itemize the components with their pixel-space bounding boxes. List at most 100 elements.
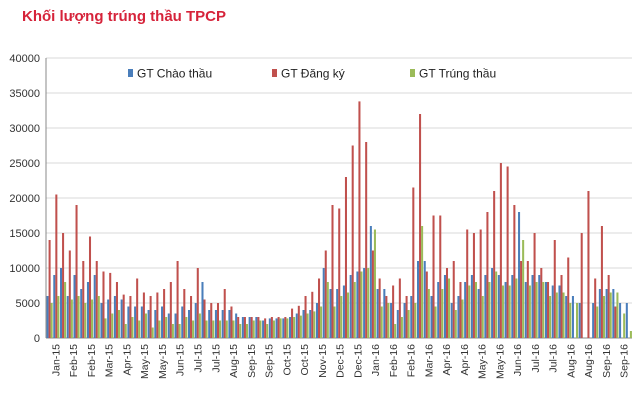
- legend: GT Chào thầu GT Đăng ký GT Trúng thầu: [128, 67, 496, 81]
- bar-gt-đăng-ký: [304, 296, 307, 338]
- bar-gt-chào-thầu: [625, 303, 628, 338]
- bar-gt-đăng-ký: [365, 142, 368, 338]
- x-tick-label: Aug-16: [583, 344, 595, 378]
- bar-gt-trúng-thầu: [461, 299, 464, 338]
- bar-gt-chào-thầu: [423, 261, 426, 338]
- bar-gt-chào-thầu: [268, 318, 271, 338]
- bar-gt-chào-thầu: [46, 296, 49, 338]
- x-tick-label: Feb-15: [86, 344, 98, 377]
- x-tick-label: Feb-16: [406, 344, 418, 377]
- bar-gt-đăng-ký: [210, 303, 213, 338]
- bar-gt-chào-thầu: [551, 285, 554, 338]
- bar-gt-trúng-thầu: [117, 310, 121, 338]
- bar-gt-đăng-ký: [594, 278, 597, 338]
- bar-gt-đăng-ký: [486, 212, 489, 338]
- bar-gt-trúng-thầu: [77, 296, 80, 338]
- bar-gt-đăng-ký: [371, 250, 374, 338]
- bar-gt-trúng-thầu: [454, 310, 457, 338]
- bar-gt-chào-thầu: [464, 282, 467, 338]
- bar-gt-đăng-ký: [398, 278, 401, 338]
- bar-gt-trúng-thầu: [320, 306, 323, 338]
- bar-gt-trúng-thầu: [252, 320, 255, 338]
- bar-gt-chào-thầu: [315, 303, 318, 338]
- bar-gt-chào-thầu: [80, 289, 83, 338]
- bar-gt-đăng-ký: [358, 101, 361, 339]
- bar-gt-chào-thầu: [578, 303, 581, 338]
- bar-gt-chào-thầu: [565, 296, 568, 338]
- bar-gt-chào-thầu: [363, 268, 366, 338]
- bar-gt-trúng-thầu: [414, 303, 417, 338]
- bar-gt-chào-thầu: [417, 261, 420, 338]
- bar-gt-trúng-thầu: [279, 318, 282, 338]
- bar-gt-trúng-thầu: [569, 303, 572, 338]
- bar-gt-trúng-thầu: [407, 310, 410, 338]
- bar-gt-trúng-thầu: [185, 317, 188, 338]
- bar-gt-trúng-thầu: [616, 292, 619, 338]
- x-tick-label: Aug-15: [228, 344, 240, 378]
- x-tick-label: Jul-15: [193, 344, 205, 373]
- bar-gt-trúng-thầu: [158, 320, 161, 338]
- legend-swatch: [272, 69, 277, 77]
- bar-gt-trúng-thầu: [434, 306, 437, 338]
- bar-gt-chào-thầu: [571, 296, 574, 338]
- x-tick-label: Apr-15: [121, 344, 133, 376]
- bar-gt-trúng-thầu: [602, 296, 605, 338]
- bar-gt-trúng-thầu: [441, 289, 444, 338]
- bar-gt-trúng-thầu: [144, 313, 147, 338]
- bar-gt-chào-thầu: [450, 303, 453, 338]
- bar-gt-trúng-thầu: [380, 306, 383, 338]
- bar-gt-trúng-thầu: [272, 320, 275, 338]
- bar-gt-đăng-ký: [82, 261, 85, 338]
- y-tick-label: 20000: [9, 193, 40, 205]
- x-tick-label: Jul-16: [530, 344, 542, 373]
- bar-gt-đăng-ký: [553, 240, 556, 338]
- bar-gt-đăng-ký: [580, 233, 583, 338]
- bar-gt-trúng-thầu: [360, 271, 363, 338]
- bar-gt-trúng-thầu: [70, 299, 73, 338]
- bar-gt-đăng-ký: [95, 261, 98, 338]
- bar-gt-đăng-ký: [136, 278, 139, 338]
- bar-gt-đăng-ký: [567, 257, 570, 338]
- bar-gt-trúng-thầu: [293, 317, 296, 338]
- bar-gt-trúng-thầu: [367, 268, 370, 338]
- legend-label: GT Chào thầu: [137, 67, 212, 81]
- bar-gt-chào-thầu: [201, 282, 204, 338]
- bar-gt-trúng-thầu: [448, 278, 451, 338]
- bar-gt-trúng-thầu: [212, 320, 215, 338]
- bar-gt-chào-thầu: [605, 289, 608, 338]
- bar-gt-trúng-thầu: [515, 278, 518, 338]
- bar-gt-đăng-ký: [257, 317, 260, 338]
- bar-gt-đăng-ký: [452, 261, 455, 338]
- bar-gt-chào-thầu: [443, 275, 446, 338]
- x-tick-label: Jun-16: [512, 344, 524, 376]
- bar-gt-đăng-ký: [351, 145, 354, 338]
- bar-gt-chào-thầu: [73, 275, 76, 338]
- bar-gt-trúng-thầu: [205, 320, 208, 338]
- bar-gt-trúng-thầu: [57, 296, 60, 338]
- y-tick-label: 40000: [9, 53, 40, 65]
- bar-gt-chào-thầu: [511, 275, 514, 338]
- x-tick-label: Dec-15: [335, 344, 347, 378]
- bar-gt-trúng-thầu: [165, 317, 168, 338]
- bar-gt-đăng-ký: [75, 205, 78, 338]
- bar-gt-chào-thầu: [275, 318, 278, 338]
- x-tick-label: Apr-16: [459, 344, 471, 376]
- bar-gt-đăng-ký: [520, 261, 523, 338]
- bar-gt-trúng-thầu: [50, 303, 53, 338]
- bar-gt-trúng-thầu: [306, 313, 309, 338]
- x-tick-label: Apr-16: [441, 344, 453, 376]
- legend-swatch: [128, 69, 133, 77]
- x-tick-label: Aug-16: [565, 344, 577, 378]
- bar-gt-trúng-thầu: [535, 282, 538, 338]
- bar-gt-đăng-ký: [277, 317, 280, 338]
- x-tick-label: Sep-15: [246, 344, 258, 378]
- bar-gt-trúng-thầu: [91, 299, 94, 338]
- bar-gt-trúng-thầu: [474, 282, 478, 338]
- bar-gt-chào-thầu: [66, 296, 69, 338]
- bar-gt-chào-thầu: [612, 289, 615, 338]
- x-tick-label: Jul-16: [548, 344, 560, 373]
- bar-gt-chào-thầu: [619, 303, 622, 338]
- bar-gt-trúng-thầu: [508, 285, 511, 338]
- bar-gt-chào-thầu: [396, 310, 399, 338]
- bar-gt-đăng-ký: [318, 278, 321, 338]
